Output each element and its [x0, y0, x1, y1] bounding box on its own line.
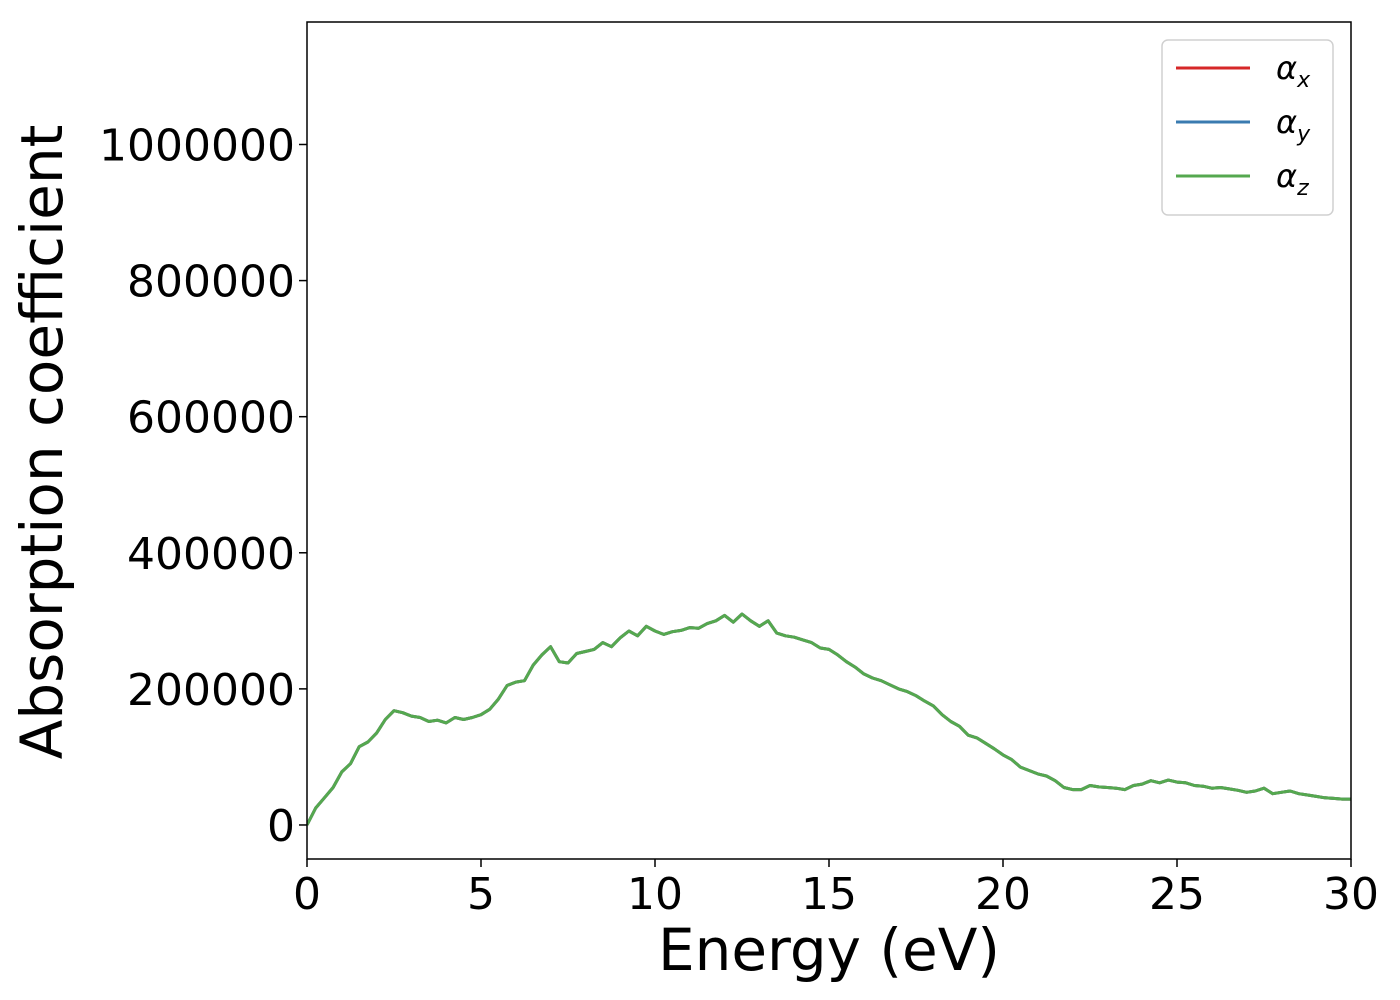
- y-tick-label: 800000: [127, 257, 295, 308]
- y-tick-label: 400000: [127, 529, 295, 580]
- y-tick-label: 600000: [127, 393, 295, 444]
- y-axis-title: Absorption coefficient: [8, 125, 76, 760]
- x-axis-title: Energy (eV): [658, 916, 1000, 984]
- y-tick-label: 0: [267, 801, 295, 852]
- y-tick-label: 1000000: [99, 120, 295, 171]
- y-tick-label: 200000: [127, 665, 295, 716]
- x-tick-label: 25: [1149, 869, 1205, 920]
- x-tick-label: 5: [467, 869, 495, 920]
- x-tick-label: 30: [1323, 869, 1379, 920]
- series-line-z: [307, 612, 1351, 826]
- legend-box: [1161, 39, 1334, 216]
- x-tick-label: 10: [627, 869, 683, 920]
- x-tick-label: 15: [801, 869, 857, 920]
- x-tick-label: 0: [293, 869, 321, 920]
- x-tick-label: 20: [975, 869, 1031, 920]
